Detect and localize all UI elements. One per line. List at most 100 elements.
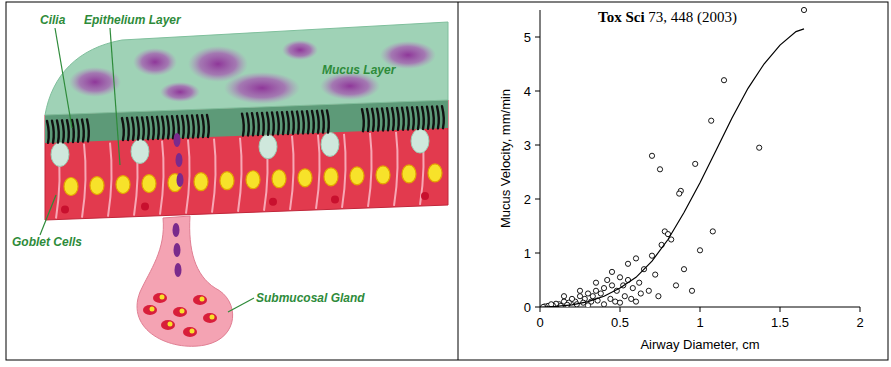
gland-cell: [161, 320, 175, 330]
divider: [458, 2, 459, 360]
leader-line: [110, 28, 120, 165]
secretion: [173, 223, 180, 237]
cilium: [382, 108, 384, 130]
secretion: [174, 243, 181, 257]
diagram-label: Submucosal Gland: [256, 291, 365, 305]
cilium: [72, 120, 74, 142]
data-point: [649, 253, 654, 258]
data-point: [693, 161, 698, 166]
cell-wall: [186, 140, 190, 214]
submucosal-gland: [137, 216, 233, 346]
cilium: [302, 111, 304, 133]
nucleus: [246, 171, 260, 189]
gland-cell: [183, 327, 197, 337]
x-tick-label: 0: [536, 315, 543, 330]
y-tick: [535, 37, 540, 38]
cilium: [252, 113, 254, 135]
cell-dot: [61, 205, 69, 213]
cilium: [207, 115, 209, 137]
nucleus: [428, 164, 442, 182]
gland-nucleus: [160, 295, 165, 300]
cell-dot: [331, 195, 339, 203]
cell-wall: [82, 144, 86, 218]
cilium: [397, 108, 399, 130]
gland-nucleus: [200, 297, 205, 302]
cilium: [47, 121, 49, 143]
diagram-label: Cilia: [40, 13, 66, 27]
cilium: [202, 115, 204, 137]
mucus-blob: [133, 48, 177, 76]
cilium: [367, 109, 369, 131]
diagram-label: Epithelium Layer: [84, 13, 182, 27]
cell-dot: [269, 198, 277, 206]
data-point: [646, 288, 651, 293]
cilium: [287, 112, 289, 134]
cilium: [57, 121, 59, 143]
cilium: [197, 115, 199, 137]
data-point: [593, 280, 598, 285]
mucus-blob: [160, 82, 200, 102]
y-axis: [540, 10, 541, 307]
x-tick-label: 2: [856, 315, 863, 330]
goblet-cell: [51, 142, 69, 166]
cilium: [127, 118, 129, 140]
data-point: [609, 269, 614, 274]
data-point: [617, 300, 622, 305]
nucleus: [116, 176, 130, 194]
y-tick: [535, 91, 540, 92]
cilium: [62, 120, 64, 142]
cell-wall: [108, 143, 112, 217]
data-point: [630, 286, 635, 291]
data-point: [577, 294, 582, 299]
nucleus: [376, 166, 390, 184]
cilium: [132, 118, 134, 140]
panel-borders: [6, 2, 888, 360]
nucleus: [402, 165, 416, 183]
y-tick-label: 4: [524, 84, 531, 99]
nucleus: [142, 175, 156, 193]
y-tick-label: 5: [524, 30, 531, 45]
cilium: [292, 112, 294, 134]
data-point: [649, 153, 654, 158]
chart: 00.511.52012345Airway Diameter, cmMucus …: [498, 7, 864, 352]
goblet-cell: [321, 132, 339, 156]
cilium: [427, 107, 429, 129]
y-tick-label: 2: [524, 192, 531, 207]
y-tick: [535, 145, 540, 146]
x-tick: [540, 307, 541, 312]
x-tick-label: 1: [696, 315, 703, 330]
cilium: [402, 108, 404, 130]
data-point: [625, 261, 630, 266]
cilium: [182, 116, 184, 138]
figure: CiliaEpithelium LayerMucus LayerGoblet C…: [0, 0, 891, 367]
cilium: [377, 109, 379, 131]
gland-nucleus: [168, 322, 173, 327]
cell-dot: [421, 192, 429, 200]
cilium: [82, 120, 84, 142]
annotation: Tox Sci 73, 448 (2003): [598, 9, 737, 26]
nucleus: [324, 168, 338, 186]
cell-wall: [290, 136, 294, 210]
gland-nucleus: [180, 309, 185, 314]
cilium: [277, 112, 279, 134]
data-point: [601, 302, 606, 307]
data-point: [801, 7, 806, 12]
annotation-part: 73, 448 (2003): [645, 9, 738, 26]
gland-nucleus: [150, 307, 155, 312]
data-point: [617, 275, 622, 280]
gland-cell: [203, 313, 217, 323]
cilium: [137, 118, 139, 140]
cilium: [307, 111, 309, 133]
nucleus: [194, 173, 208, 191]
cilium: [122, 118, 124, 140]
data-point: [689, 288, 694, 293]
cilium: [417, 107, 419, 129]
cilium: [172, 116, 174, 138]
data-point: [598, 291, 603, 296]
gland-cell: [173, 307, 187, 317]
y-tick-label: 3: [524, 138, 531, 153]
cilium: [297, 112, 299, 134]
data-point: [608, 296, 613, 301]
cilium: [242, 114, 244, 136]
mucus-layer: [45, 22, 448, 115]
